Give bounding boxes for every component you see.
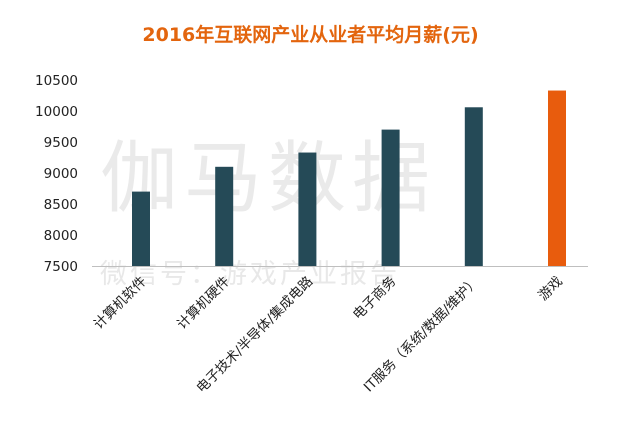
y-axis: 7500 8000 8500 9000 9500 10000 10500	[35, 73, 78, 275]
y-tick-label: 10500	[35, 73, 78, 89]
watermark: 伽马数据 微信号：游戏产业报告	[100, 134, 436, 290]
bar-3	[298, 152, 317, 266]
bar-2	[215, 166, 234, 266]
bar-1	[132, 191, 150, 266]
y-tick-label: 9500	[44, 135, 78, 151]
y-tick-label: 9000	[44, 166, 78, 182]
x-tick-label: 游戏	[535, 274, 565, 304]
y-tick-label: 7500	[44, 259, 78, 275]
y-tick-label: 10000	[35, 104, 78, 120]
bar-5	[464, 107, 483, 266]
y-tick-label: 8000	[44, 228, 78, 244]
bar-4	[381, 129, 400, 266]
chart-title: 2016年互联网产业从业者平均月薪(元)	[142, 24, 479, 46]
bar-6	[548, 90, 566, 266]
watermark-main-text: 伽马数据	[100, 134, 436, 224]
y-tick-label: 8500	[44, 197, 78, 213]
bars-group	[132, 90, 566, 266]
